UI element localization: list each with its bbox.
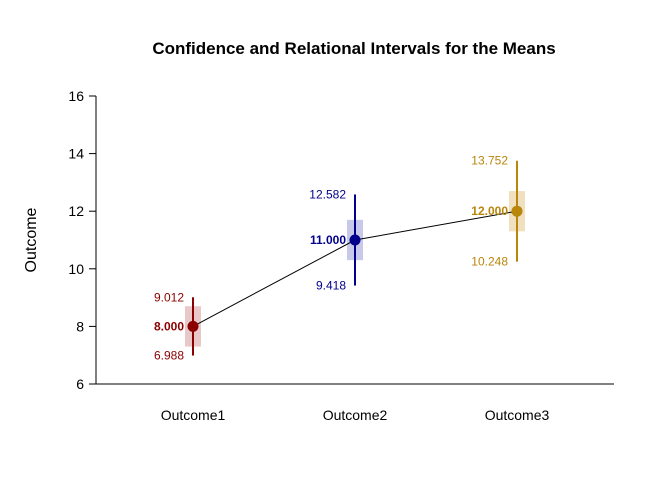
y-tick-label: 14 [68, 146, 84, 162]
x-tick-label: Outcome1 [161, 407, 226, 423]
x-tick-label: Outcome2 [323, 407, 388, 423]
y-tick-label: 10 [68, 261, 84, 277]
mean-value-label: 8.000 [154, 319, 184, 333]
mean-point [187, 320, 199, 332]
ci-lower-label: 10.248 [471, 255, 508, 269]
y-axis-label: Outcome [23, 207, 40, 272]
ci-upper-label: 13.752 [471, 154, 508, 168]
y-tick-label: 16 [68, 88, 84, 104]
y-tick-label: 12 [68, 203, 84, 219]
y-tick-label: 8 [76, 318, 84, 334]
y-tick-label: 6 [76, 376, 84, 392]
ci-upper-label: 9.012 [154, 290, 184, 304]
ci-lower-label: 6.988 [154, 349, 184, 363]
mean-value-label: 11.000 [310, 233, 346, 247]
mean-value-label: 12.000 [471, 204, 508, 218]
mean-point [349, 234, 361, 246]
ci-lower-label: 9.418 [316, 279, 346, 293]
ci-upper-label: 12.582 [309, 187, 346, 201]
x-tick-label: Outcome3 [485, 407, 550, 423]
plot-area: 6 8 10 12 14 16 Outcome1 Outcome2 Outcome3 8.000 9… [68, 88, 614, 423]
mean-point [511, 205, 523, 217]
chart-title: Confidence and Relational Intervals for … [152, 39, 555, 58]
